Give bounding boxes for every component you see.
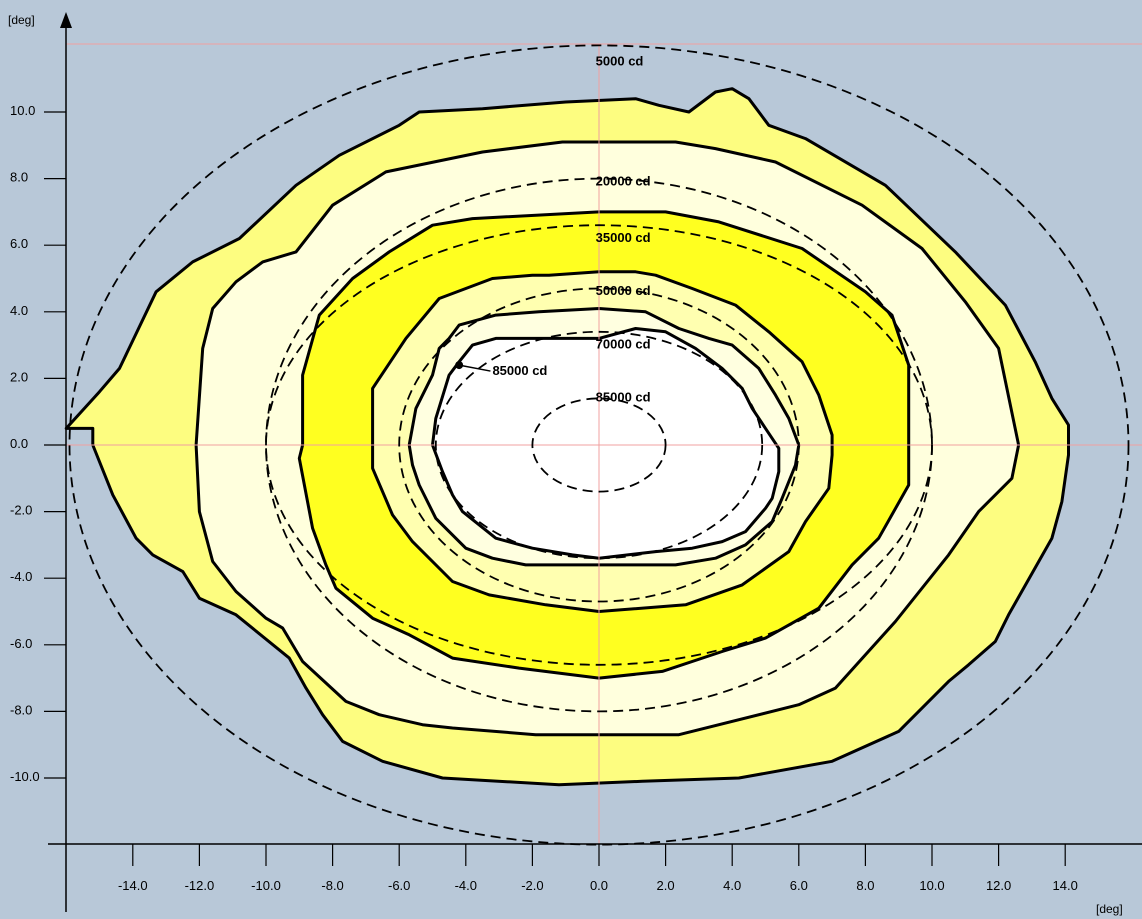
y-axis-arrow-icon xyxy=(60,12,72,28)
x-tick-label: 0.0 xyxy=(590,878,608,893)
x-tick-label: -8.0 xyxy=(321,878,343,893)
x-tick-label: 8.0 xyxy=(856,878,874,893)
isoline-label-70000: 70000 cd xyxy=(596,336,651,351)
y-tick-label: -4.0 xyxy=(10,569,32,584)
y-tick-label: 4.0 xyxy=(10,303,28,318)
x-tick-label: 4.0 xyxy=(723,878,741,893)
axes: [deg] [deg] xyxy=(8,12,1142,916)
isoline-85000 xyxy=(431,327,781,560)
y-tick-label: 8.0 xyxy=(10,170,28,185)
x-tick-label: 2.0 xyxy=(657,878,675,893)
isoline-label-20000: 20000 cd xyxy=(596,173,651,188)
reference-ellipse-70000 xyxy=(434,330,764,560)
annotation-leader xyxy=(458,364,491,372)
x-tick-label: 10.0 xyxy=(919,878,944,893)
isoline-label-85000: 85000 cd xyxy=(596,390,651,405)
y-tick-label: 10.0 xyxy=(10,103,35,118)
reference-ellipse-50000 xyxy=(398,287,800,603)
x-tick-label: -6.0 xyxy=(388,878,410,893)
y-tick-label: -6.0 xyxy=(10,636,32,651)
y-tick-label: 6.0 xyxy=(10,236,28,251)
x-tick-label: 14.0 xyxy=(1053,878,1078,893)
y-axis-unit: [deg] xyxy=(8,13,35,27)
x-axis-unit: [deg] xyxy=(1096,902,1123,916)
isoline-label-35000: 35000 cd xyxy=(596,230,651,245)
x-tick-label: -4.0 xyxy=(455,878,477,893)
y-tick-label: 0.0 xyxy=(10,436,28,451)
x-tick-label: 12.0 xyxy=(986,878,1011,893)
ticks: -14.0 -12.0 -10.0 -8.0 -6.0 -4.0 -2.0 0.0 2.0 4.0… xyxy=(10,103,1078,893)
x-tick-label: -12.0 xyxy=(185,878,215,893)
annotation-label: 85000 cd xyxy=(492,363,547,378)
x-tick-label: -2.0 xyxy=(521,878,543,893)
y-tick-label: -10.0 xyxy=(10,769,40,784)
x-tick-label: 6.0 xyxy=(790,878,808,893)
reference-ellipse-5000 xyxy=(68,44,1130,846)
y-tick-label: -8.0 xyxy=(10,702,32,717)
reference-ellipse-85000 xyxy=(531,397,667,493)
x-tick-label: -14.0 xyxy=(118,878,148,893)
reference-ellipse-35000 xyxy=(265,224,933,666)
x-tick-label: -10.0 xyxy=(251,878,281,893)
isoline-label-5000: 5000 cd xyxy=(596,53,644,68)
reference-ellipses xyxy=(68,44,1130,846)
isoline-label-50000: 50000 cd xyxy=(596,283,651,298)
y-tick-label: 2.0 xyxy=(10,369,28,384)
isoline-labels: 5000 cd 20000 cd 35000 cd 50000 cd 70000 cd 8… xyxy=(455,53,651,405)
y-tick-label: -2.0 xyxy=(10,503,32,518)
